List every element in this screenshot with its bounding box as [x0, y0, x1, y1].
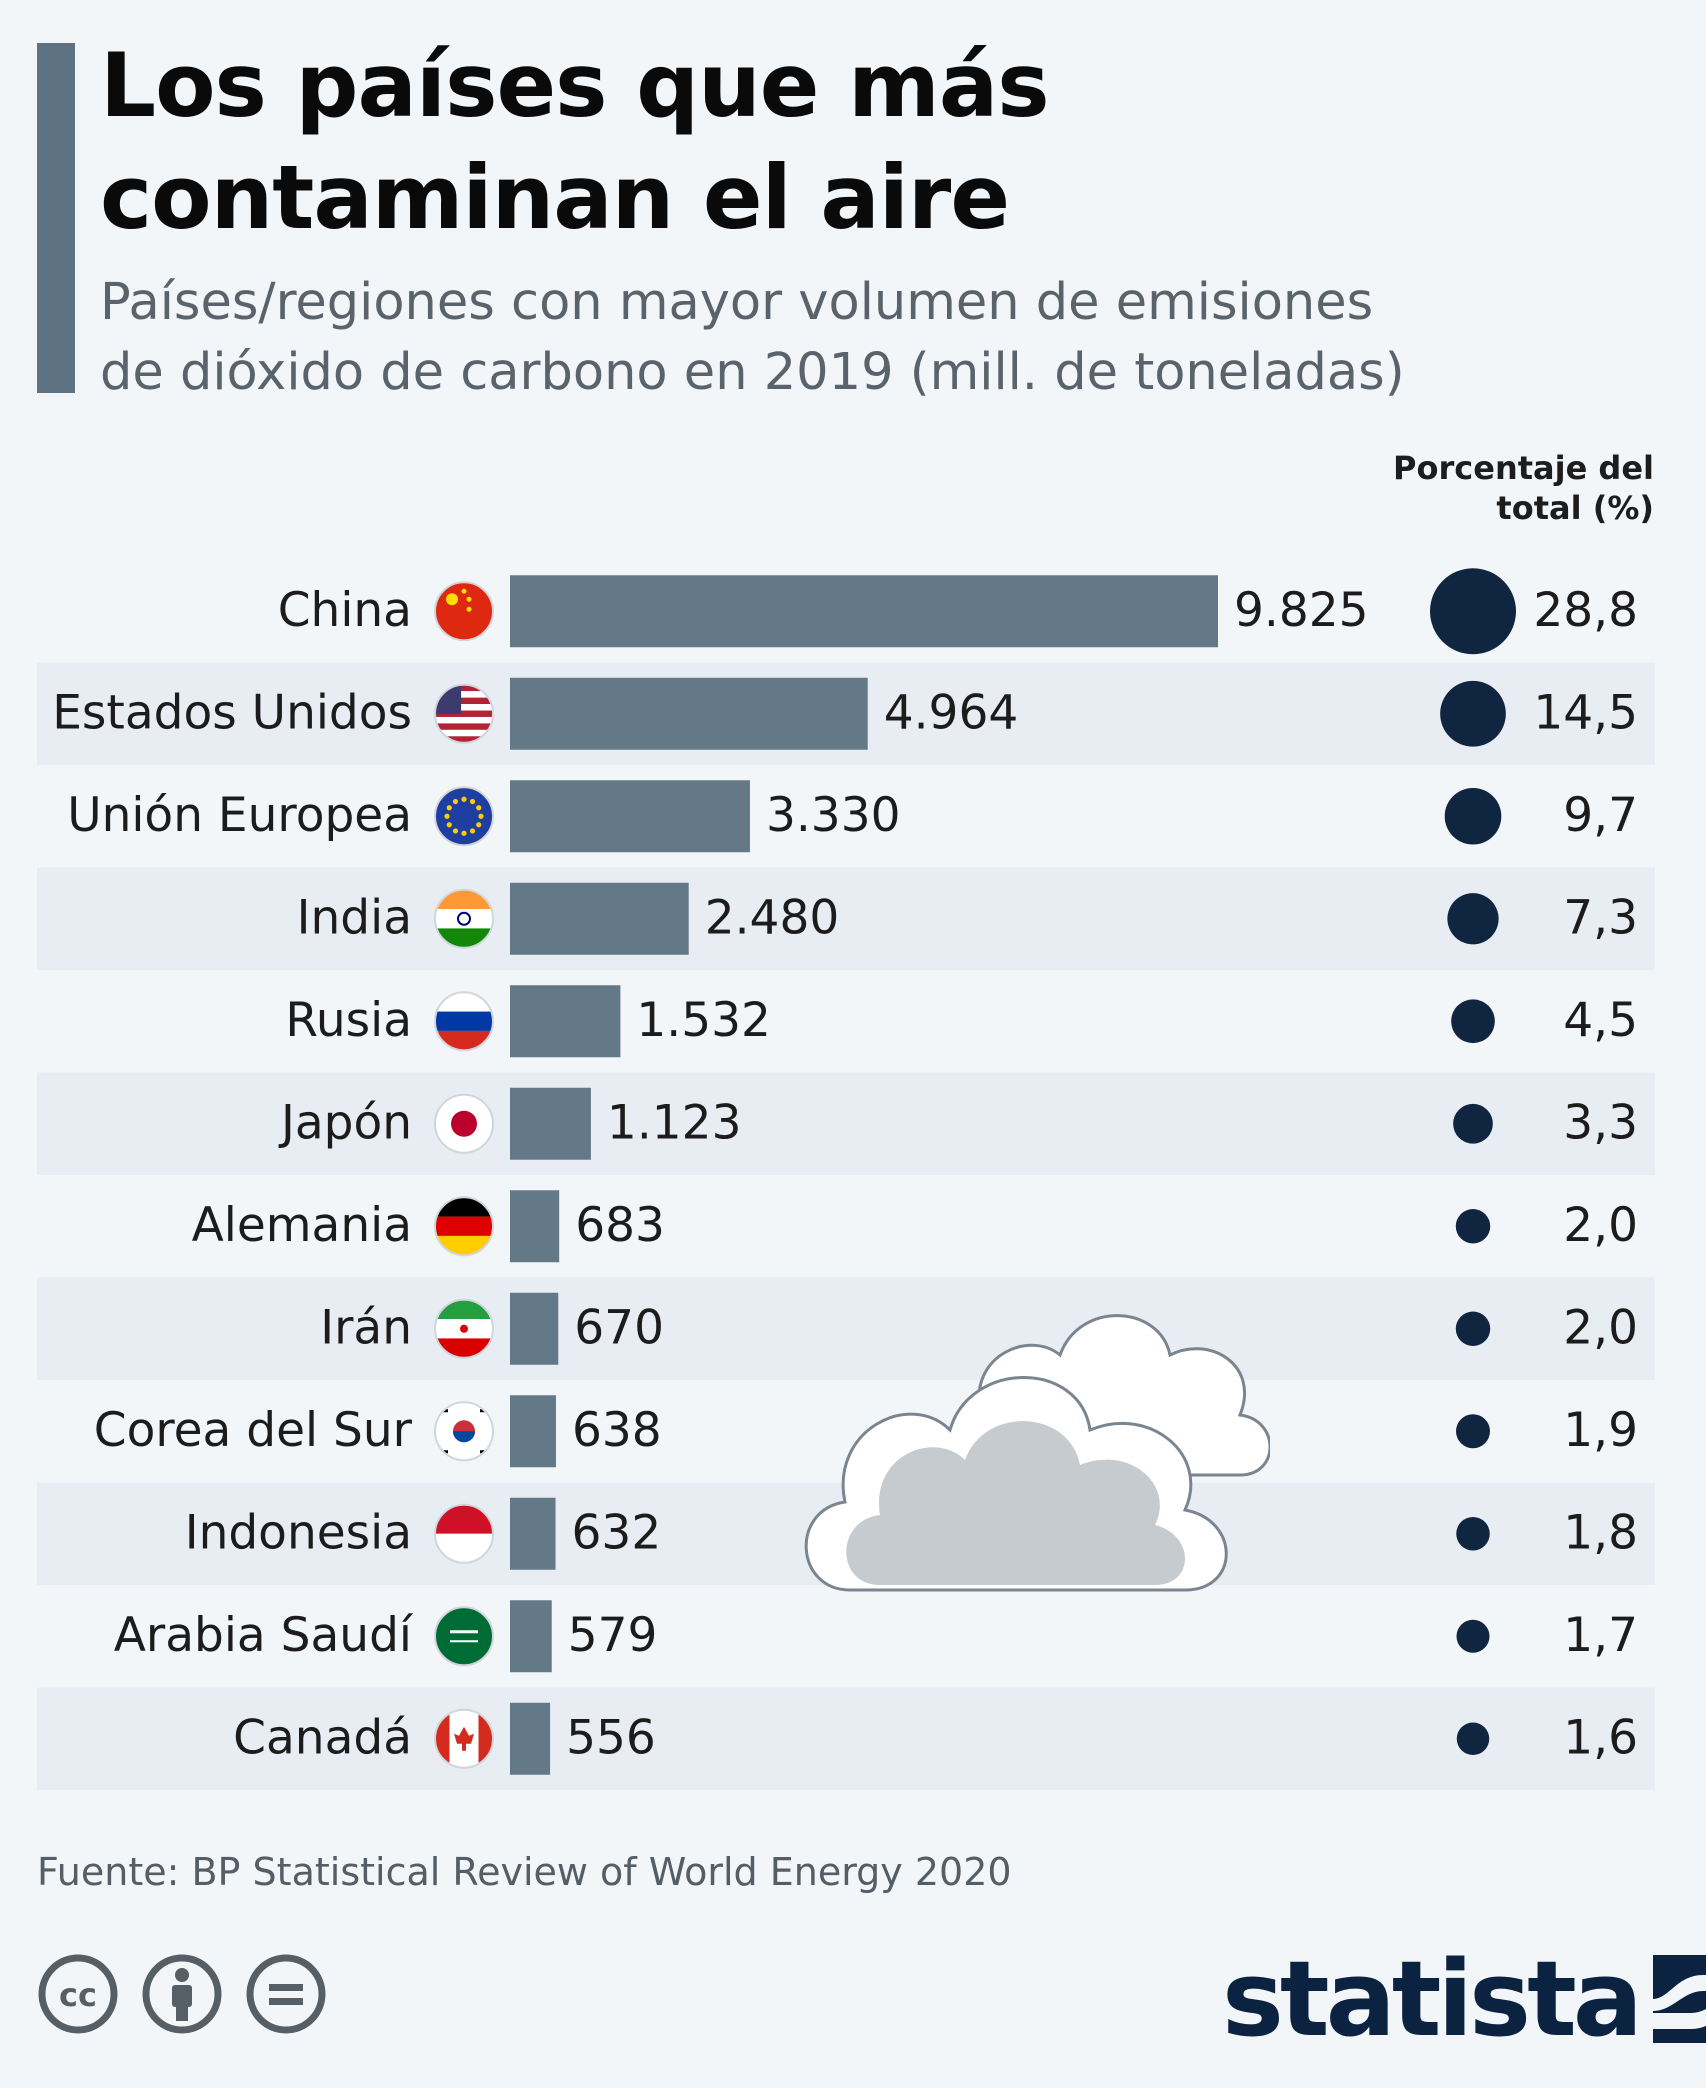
- china-flag-icon: [434, 581, 494, 642]
- iran-flag-icon: [434, 1298, 494, 1359]
- share-label: 1,6: [1563, 1710, 1638, 1765]
- source-note: Fuente: BP Statistical Review of World E…: [37, 1850, 1012, 1894]
- no-derivatives-icon[interactable]: [245, 1953, 327, 2035]
- row-background: [37, 1687, 1655, 1790]
- saudi-arabia-flag-icon: [434, 1606, 494, 1667]
- share-dot: [1455, 1311, 1491, 1346]
- pct-header-line-2: total (%): [1496, 489, 1654, 527]
- value-label: 2.480: [705, 890, 840, 945]
- license-icons: cc: [37, 1953, 327, 2035]
- bar: [510, 1600, 552, 1673]
- value-label: 632: [572, 1505, 662, 1560]
- value-label: 4.964: [884, 685, 1019, 740]
- indonesia-flag-icon: [434, 1503, 494, 1564]
- share-label: 1,9: [1563, 1403, 1638, 1458]
- value-label: 3.330: [766, 788, 901, 843]
- share-label: 2,0: [1563, 1300, 1638, 1355]
- bar: [510, 1395, 556, 1468]
- category-label: Indonesia: [185, 1505, 412, 1560]
- value-label: 1.123: [607, 1095, 742, 1150]
- value-label: 638: [572, 1403, 662, 1458]
- category-label: Rusia: [285, 993, 412, 1048]
- japan-flag-icon: [434, 1093, 494, 1154]
- bar: [510, 1497, 556, 1570]
- bar: [510, 575, 1218, 648]
- share-dot: [1444, 787, 1502, 845]
- bar: [510, 985, 621, 1058]
- share-dot: [1440, 680, 1506, 747]
- statista-logo: statista: [1222, 1938, 1706, 2060]
- bar: [510, 677, 868, 750]
- category-label: Canadá: [233, 1710, 412, 1765]
- share-dot: [1430, 568, 1516, 655]
- value-label: 556: [566, 1710, 656, 1765]
- title-line-1: Los países que más: [100, 34, 1050, 137]
- bar: [510, 1087, 591, 1160]
- logo-wordmark: statista: [1222, 1938, 1643, 2060]
- row-background: [37, 867, 1655, 970]
- share-label: 2,0: [1563, 1198, 1638, 1253]
- subtitle-line-1: Países/regiones con mayor volumen de emi…: [100, 273, 1374, 332]
- share-label: 3,3: [1563, 1095, 1638, 1150]
- india-flag-icon: [434, 888, 494, 949]
- usa-flag-icon: [434, 683, 494, 744]
- svg-text:cc: cc: [59, 1976, 97, 2014]
- category-label: Irán: [320, 1300, 412, 1355]
- bar: [510, 1190, 560, 1263]
- germany-flag-icon: [434, 1196, 494, 1257]
- category-label: India: [297, 890, 412, 945]
- share-dot: [1451, 999, 1495, 1044]
- row-background: [37, 1072, 1655, 1175]
- title-line-2: contaminan el aire: [100, 146, 1010, 249]
- share-label: 1,8: [1563, 1505, 1638, 1560]
- emissions-chart: China 9.825 28,8 Estados Unidos 4.964 14,5 Uni…: [37, 568, 1655, 1790]
- value-label: 579: [568, 1608, 658, 1663]
- share-dot: [1456, 1517, 1490, 1551]
- south-korea-flag-icon: [434, 1401, 494, 1462]
- value-label: 9.825: [1234, 583, 1369, 638]
- value-label: 683: [575, 1198, 665, 1253]
- category-label: Estados Unidos: [52, 685, 412, 740]
- share-dot: [1456, 1722, 1490, 1755]
- share-label: 4,5: [1563, 993, 1638, 1048]
- share-dot: [1447, 893, 1499, 945]
- bar: [510, 780, 750, 853]
- share-label: 9,7: [1563, 788, 1638, 843]
- share-label: 28,8: [1533, 583, 1638, 638]
- share-label: 1,7: [1563, 1608, 1638, 1663]
- subtitle-line-2: de dióxido de carbono en 2019 (mill. de …: [100, 343, 1405, 402]
- category-label: Unión Europea: [67, 788, 412, 843]
- category-label: China: [278, 583, 412, 638]
- subtitle: Países/regiones con mayor volumen de emi…: [100, 268, 1600, 408]
- percentage-column-header: Porcentaje del total (%): [1393, 448, 1654, 528]
- creative-commons-icon[interactable]: cc: [37, 1953, 119, 2035]
- accent-bar: [37, 43, 75, 393]
- pct-header-line-1: Porcentaje del: [1393, 449, 1654, 487]
- canada-flag-icon: [434, 1708, 494, 1769]
- page-title: Los países que más contaminan el aire: [100, 30, 1050, 254]
- bar: [510, 882, 689, 955]
- category-label: Japón: [278, 1095, 412, 1150]
- cloud-icon: [804, 1314, 1270, 1592]
- share-label: 7,3: [1563, 890, 1638, 945]
- share-label: 14,5: [1533, 685, 1638, 740]
- statista-mark-icon: [1652, 1955, 1706, 2043]
- category-label: Corea del Sur: [94, 1403, 413, 1458]
- category-label: Alemania: [192, 1198, 412, 1253]
- share-dot: [1456, 1414, 1490, 1449]
- russia-flag-icon: [434, 991, 494, 1052]
- category-label: Arabia Saudí: [114, 1608, 414, 1663]
- eu-flag-icon: [434, 786, 494, 847]
- bar: [510, 1702, 551, 1775]
- attribution-icon[interactable]: [141, 1953, 223, 2035]
- bar: [510, 1292, 559, 1365]
- value-label: 670: [574, 1300, 664, 1355]
- row-background: [37, 1277, 1655, 1380]
- value-label: 1.532: [636, 993, 771, 1048]
- share-dot: [1453, 1103, 1493, 1144]
- share-dot: [1456, 1619, 1490, 1653]
- share-dot: [1455, 1209, 1491, 1244]
